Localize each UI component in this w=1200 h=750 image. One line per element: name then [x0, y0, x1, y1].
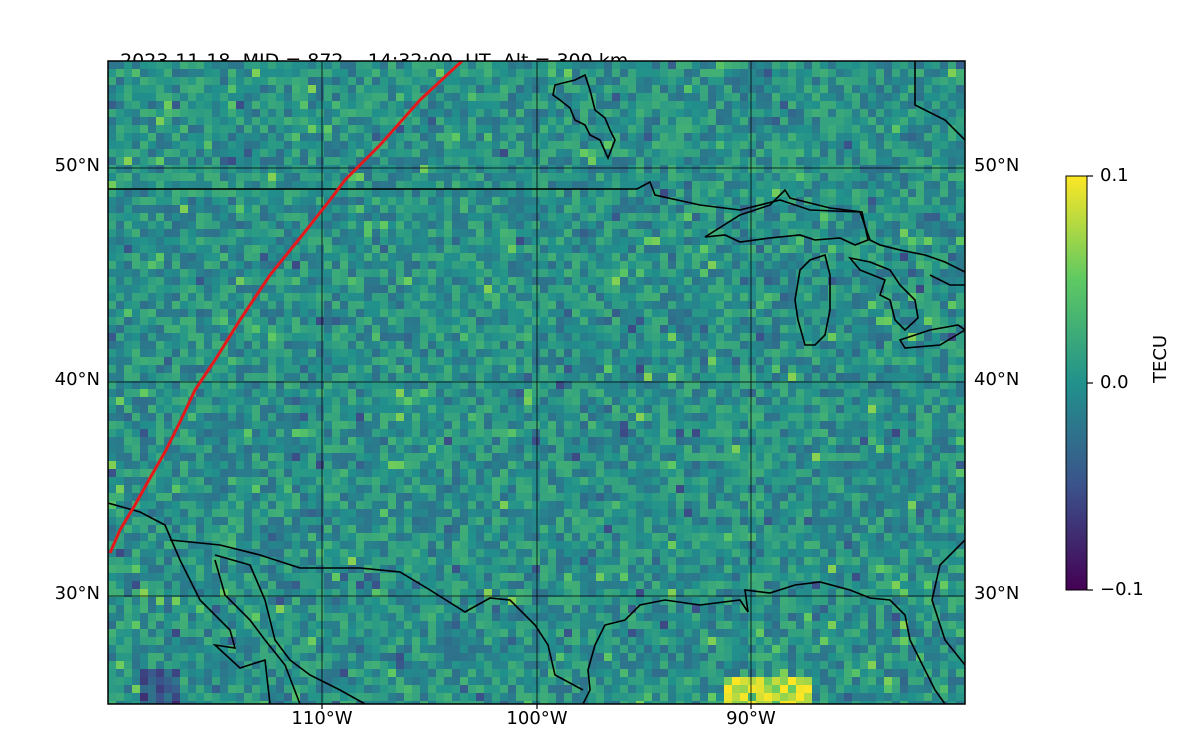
- us-mexico-border: [169, 539, 584, 691]
- lat-label-right-50: 50°N: [974, 155, 1020, 176]
- colorbar-label: TECU: [1150, 334, 1171, 383]
- graticule: [108, 61, 965, 704]
- hudson-bay-coast: [552, 73, 616, 161]
- lat-label-left-50: 50°N: [54, 155, 100, 176]
- lake-superior: [704, 188, 869, 246]
- lat-label-right-30: 30°N: [974, 583, 1020, 604]
- colorbar-tick-min: −0.1: [1100, 579, 1144, 600]
- coastlines: [108, 61, 965, 704]
- east-coast: [931, 539, 965, 666]
- lat-label-right-40: 40°N: [974, 369, 1020, 390]
- lon-label-110w: 110°W: [291, 708, 353, 729]
- colorbar-tick-zero: 0.0: [1100, 372, 1129, 393]
- gulf-of-california: [214, 554, 366, 704]
- lake-ontario: [929, 274, 965, 286]
- gulf-coast: [582, 581, 946, 704]
- colorbar-tick-max: 0.1: [1100, 165, 1129, 186]
- ne-coast: [914, 61, 965, 141]
- colorbar-bar: [1065, 175, 1088, 591]
- colorbar-ticks: [1087, 175, 1093, 591]
- lake-huron: [847, 256, 919, 332]
- lake-erie: [898, 324, 965, 349]
- lat-label-left-30: 30°N: [54, 583, 100, 604]
- lat-label-left-40: 40°N: [54, 369, 100, 390]
- lake-michigan: [794, 253, 831, 346]
- lon-label-100w: 100°W: [506, 708, 568, 729]
- red-track-line: [108, 61, 464, 554]
- lon-label-90w: 90°W: [726, 708, 776, 729]
- pacific-coast: [108, 502, 271, 704]
- us-canada-border: [108, 180, 965, 273]
- baja-inner: [214, 559, 301, 704]
- tec-heatmap: [108, 61, 965, 704]
